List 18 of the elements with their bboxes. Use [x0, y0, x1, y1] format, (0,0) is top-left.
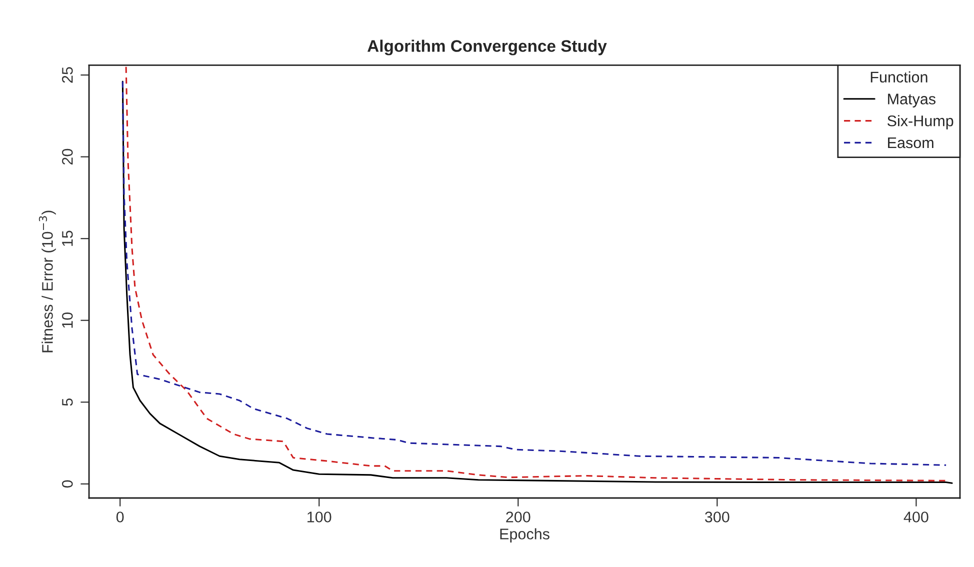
y-tick-label: 10: [62, 312, 73, 328]
chart-title: Algorithm Convergence Study: [368, 40, 607, 56]
y-tick-label: 5: [62, 398, 73, 406]
x-tick-label: 400: [904, 512, 928, 522]
y-tick-label: 20: [62, 148, 73, 165]
y-axis-title: Fitness / Error (10$^{−3}$): [38, 210, 56, 352]
legend-title: Function: [870, 71, 928, 83]
y-tick-label: 25: [62, 67, 73, 83]
x-tick-label: 0: [116, 512, 124, 522]
x-tick-label: 300: [705, 512, 730, 522]
x-axis-title: Epochs: [500, 528, 550, 542]
legend-label: Easom: [888, 138, 934, 148]
x-tick-label: 100: [308, 512, 332, 522]
y-tick-label: 0: [62, 480, 73, 488]
y-tick-label: 15: [62, 230, 73, 246]
x-tick-label: 200: [506, 512, 530, 522]
legend-label: Six-Hump: [887, 115, 954, 130]
legend-label: Matyas: [888, 94, 936, 108]
